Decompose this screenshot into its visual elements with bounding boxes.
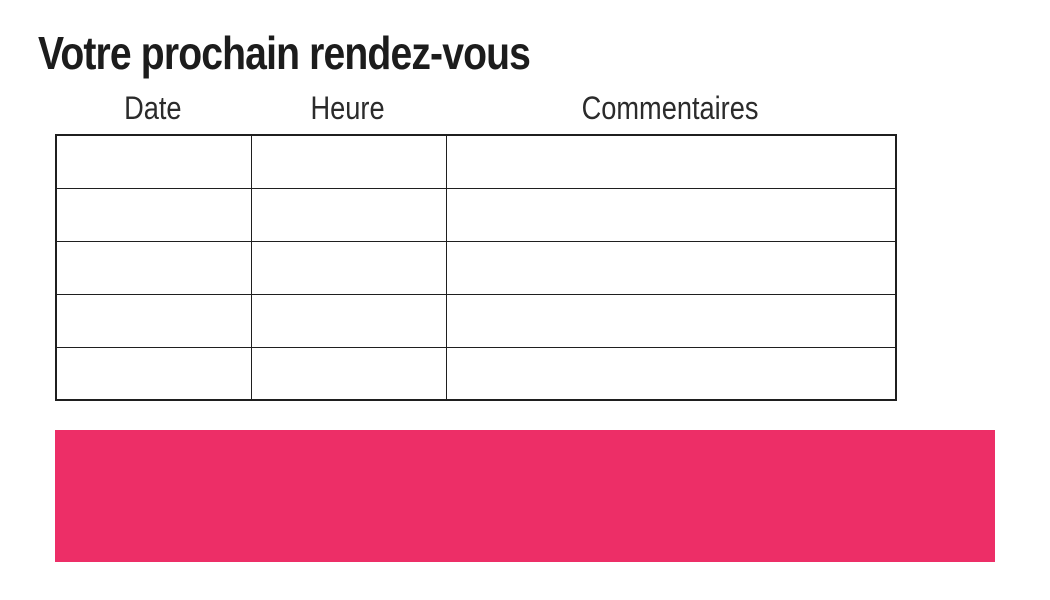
table-row xyxy=(55,346,897,401)
appointments-table xyxy=(55,134,897,401)
page-title: Votre prochain rendez-vous xyxy=(38,27,531,79)
table-cell xyxy=(445,240,897,295)
table-row xyxy=(55,293,897,348)
table-cell xyxy=(250,293,447,348)
table-cell xyxy=(250,187,447,242)
table-cell xyxy=(55,293,252,348)
table-cell xyxy=(445,187,897,242)
table-row xyxy=(55,134,897,189)
highlight-banner xyxy=(55,430,995,562)
table-cell xyxy=(445,134,897,189)
table-cell xyxy=(55,134,252,189)
table-row xyxy=(55,187,897,242)
table-cell xyxy=(55,187,252,242)
column-header-date: Date xyxy=(123,90,182,126)
table-cell xyxy=(55,346,252,401)
column-header-commentaires: Commentaires xyxy=(581,90,759,126)
table-cell xyxy=(250,346,447,401)
column-header-heure: Heure xyxy=(310,90,385,126)
table-cell xyxy=(445,346,897,401)
table-cell xyxy=(55,240,252,295)
table-row xyxy=(55,240,897,295)
table-cell xyxy=(250,134,447,189)
appointments-table-body xyxy=(55,134,897,401)
table-header-row: Date Heure Commentaires xyxy=(55,90,895,127)
table-cell xyxy=(250,240,447,295)
table-cell xyxy=(445,293,897,348)
